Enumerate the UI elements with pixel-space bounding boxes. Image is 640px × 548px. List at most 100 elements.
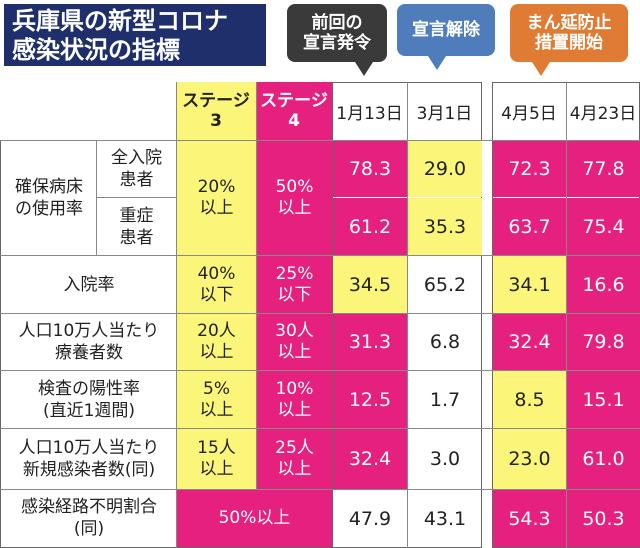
row-label-bed-line-2: の使用率 xyxy=(15,199,83,219)
new-s4-line-2: 以上 xyxy=(277,459,312,479)
stage-3-bed-threshold: 20% 以上 xyxy=(177,141,256,255)
new-s3-line-2: 以上 xyxy=(199,459,234,479)
row-divider xyxy=(0,313,640,314)
bed-s4-line-2: 以上 xyxy=(277,198,312,218)
value-new-mar1: 3.0 xyxy=(429,448,461,470)
stage-3-header-line-2: 3 xyxy=(210,111,222,131)
column-divider xyxy=(407,82,408,548)
new-label-line-1: 人口10万人当たり xyxy=(18,438,160,458)
row-divider xyxy=(0,428,640,429)
value-unk-mar1: 43.1 xyxy=(423,507,467,530)
value-bed-severe-mar1: 35.3 xyxy=(408,198,482,255)
stage-3-new-threshold: 15人 以上 xyxy=(177,429,256,489)
stage-4-hosp-threshold: 25% 以下 xyxy=(257,256,332,313)
row-label-hospitalization-rate: 入院率 xyxy=(63,274,115,295)
pos-s4-line-1: 10% xyxy=(275,378,314,399)
unk-label-line-1: 感染経路不明割合 xyxy=(21,497,157,517)
hosp-s4-line-2: 以下 xyxy=(277,284,312,305)
date-header-mar1: 3月1日 xyxy=(416,103,473,124)
stage-4-new-threshold: 25人 以上 xyxy=(257,429,332,489)
pos-label-line-1: 検査の陽性率 xyxy=(38,378,140,399)
value-bed-all-jan13: 78.3 xyxy=(333,141,407,197)
pos-s3-line-2: 以上 xyxy=(199,399,234,420)
column-divider xyxy=(96,140,97,255)
callout-prevention-line-1: まん延防止 xyxy=(526,13,612,33)
row-label-bed-occupancy: 確保病床 の使用率 xyxy=(2,142,96,254)
date-header-apr5: 4月5日 xyxy=(501,103,557,124)
new-label-line-2: 新規感染者数(同) xyxy=(22,460,156,480)
row-divider xyxy=(0,370,640,371)
stage-3-header: ステージ 3 xyxy=(176,82,256,140)
callout-lifted-pointer xyxy=(428,56,446,70)
care-s3-line-1: 20人 xyxy=(197,321,236,341)
value-unk-apr5: 54.3 xyxy=(493,490,566,547)
callout-previous-line-2: 宣言発令 xyxy=(303,33,371,53)
bed-s4-line-1: 50% xyxy=(275,177,314,197)
row-divider xyxy=(0,489,640,490)
date-header-apr23: 4月23日 xyxy=(569,103,637,124)
row-label-new-infections: 人口10万人当たり 新規感染者数(同) xyxy=(2,429,176,489)
chart-title: 兵庫県の新型コロナ 感染状況の指標 xyxy=(4,4,266,66)
date-header-jan13: 1月13日 xyxy=(336,103,403,124)
stage-4-header: ステージ 4 xyxy=(256,82,332,140)
pos-label-line-2: (直近1週間) xyxy=(42,400,136,421)
value-bed-all-apr5: 72.3 xyxy=(493,141,566,197)
new-s4-line-1: 25人 xyxy=(275,438,314,458)
value-new-jan13: 32.4 xyxy=(333,429,407,489)
value-hosp-mar1: 65.2 xyxy=(423,273,467,296)
value-bed-all-apr23: 77.8 xyxy=(567,141,640,197)
row-divider xyxy=(0,140,640,141)
bed-s3-line-2: 以上 xyxy=(199,198,234,218)
hosp-s3-line-2: 以下 xyxy=(199,284,234,305)
row-label-unknown-route: 感染経路不明割合 (同) xyxy=(2,490,176,546)
title-line-2: 感染状況の指標 xyxy=(12,36,180,64)
value-pos-apr5: 8.5 xyxy=(493,371,566,428)
column-divider xyxy=(176,82,177,548)
callout-prevention-measures: まん延防止 措置開始 xyxy=(510,4,628,62)
hosp-s3-line-1: 40% xyxy=(197,263,236,284)
column-divider xyxy=(256,82,257,489)
stage-4-header-line-1: ステージ xyxy=(260,91,328,111)
stage-3-pos-threshold: 5% 以上 xyxy=(177,371,256,428)
value-care-apr5: 32.4 xyxy=(493,314,566,370)
unk-label-line-2: (同) xyxy=(73,519,105,539)
stage-4-unknown-threshold: 50%以上 xyxy=(177,490,332,547)
row-divider xyxy=(96,197,176,198)
value-care-apr23: 79.8 xyxy=(567,314,640,370)
sublabel-severe-line-2: 患者 xyxy=(119,227,154,248)
value-hosp-apr5: 34.1 xyxy=(493,256,566,313)
pos-s4-line-2: 以上 xyxy=(277,399,312,420)
value-hosp-jan13: 34.5 xyxy=(333,256,407,313)
bed-s3-line-1: 20% xyxy=(197,177,236,197)
stage-4-bed-threshold: 50% 以上 xyxy=(257,141,332,255)
value-bed-severe-apr5: 63.7 xyxy=(493,198,566,255)
stage-3-hosp-threshold: 40% 以下 xyxy=(177,256,256,313)
sublabel-severe-line-1: 重症 xyxy=(119,205,154,226)
value-hosp-apr23: 16.6 xyxy=(567,256,640,313)
callout-previous-pointer xyxy=(355,62,373,76)
value-care-mar1: 6.8 xyxy=(429,331,461,353)
value-care-jan13: 31.3 xyxy=(333,314,407,370)
care-s4-line-1: 30人 xyxy=(275,321,314,341)
stage-4-care-threshold: 30人 以上 xyxy=(257,314,332,370)
stage-4-header-line-2: 4 xyxy=(288,111,300,131)
care-label-line-1: 人口10万人当たり xyxy=(18,321,160,341)
value-unk-jan13: 47.9 xyxy=(348,507,392,530)
value-pos-jan13: 12.5 xyxy=(333,371,407,428)
stage-4-pos-threshold: 10% 以上 xyxy=(257,371,332,428)
pos-s3-line-1: 5% xyxy=(203,378,230,399)
sublabel-all-line-1: 全入院 xyxy=(111,148,162,168)
callout-declaration-lifted: 宣言解除 xyxy=(397,4,495,56)
sublabel-all-line-2: 患者 xyxy=(119,170,154,190)
row-sublabel-severe-patients: 重症 患者 xyxy=(97,198,176,255)
hosp-s4-line-1: 25% xyxy=(275,263,314,284)
value-new-apr5: 23.0 xyxy=(493,429,566,489)
callout-prevention-line-2: 措置開始 xyxy=(535,33,603,53)
value-pos-apr23: 15.1 xyxy=(567,371,640,428)
callout-lifted-text: 宣言解除 xyxy=(412,20,480,40)
value-new-apr23: 61.0 xyxy=(567,429,640,489)
care-s4-line-2: 以上 xyxy=(277,342,312,362)
value-bed-severe-apr23: 75.4 xyxy=(567,198,640,255)
row-label-positivity-rate: 検査の陽性率 (直近1週間) xyxy=(2,371,176,428)
value-pos-mar1: 1.7 xyxy=(429,388,461,411)
